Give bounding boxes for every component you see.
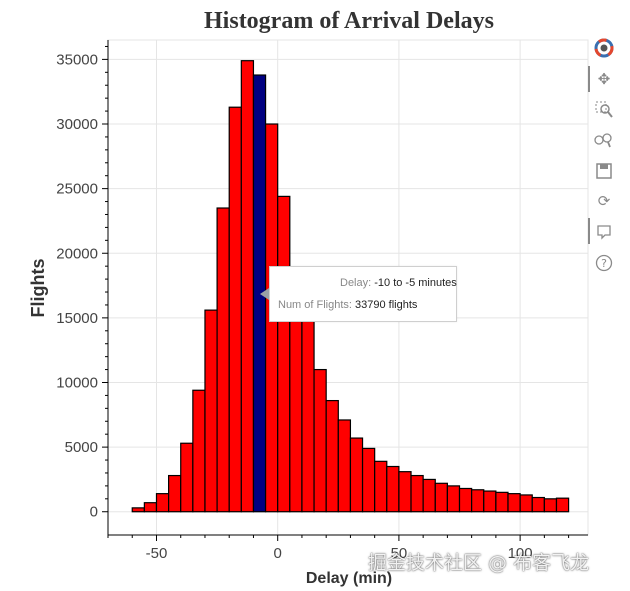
- histogram-bar[interactable]: [325, 399, 339, 513]
- y-tick-label: 5000: [65, 439, 98, 456]
- tooltip-flights-key: Num of Flights:: [278, 299, 352, 311]
- histogram-bar[interactable]: [434, 482, 448, 513]
- histogram-bar[interactable]: [228, 106, 242, 513]
- x-tick-label: 100: [508, 545, 533, 562]
- histogram-bar[interactable]: [386, 465, 400, 513]
- histogram-bar[interactable]: [555, 497, 570, 513]
- histogram-bar[interactable]: [519, 494, 533, 513]
- tooltip-delay-row: Delay: -10 to -5 minutes: [340, 277, 457, 289]
- histogram-bar[interactable]: [410, 474, 424, 513]
- tooltip-flights-value: 33790 flights: [355, 299, 418, 311]
- tooltip-flights-row: Num of Flights: 33790 flights: [278, 299, 417, 311]
- histogram-bar[interactable]: [507, 493, 521, 513]
- reset-icon[interactable]: ⟳: [597, 192, 611, 210]
- y-tick-label: 15000: [56, 310, 98, 327]
- histogram-bar[interactable]: [131, 507, 145, 513]
- pan-active-indicator: [588, 66, 590, 92]
- histogram-bar[interactable]: [398, 471, 412, 513]
- histogram-bar[interactable]: [531, 496, 545, 513]
- bokeh-logo-icon[interactable]: [594, 38, 614, 58]
- histogram-bar[interactable]: [240, 60, 255, 513]
- y-tick-label: 20000: [56, 245, 98, 262]
- histogram-bar[interactable]: [143, 502, 158, 513]
- x-tick-label: 50: [391, 545, 408, 562]
- box-zoom-icon[interactable]: [594, 100, 614, 120]
- svg-text:?: ?: [601, 257, 607, 270]
- pan-icon[interactable]: ✥: [597, 70, 611, 88]
- histogram-bar[interactable]: [495, 491, 509, 513]
- tick-labels: -50 0 50 100 0 5000 10000 15000 20000 25000 30000 3…: [56, 45, 570, 562]
- histogram-bar[interactable]: [155, 493, 170, 513]
- y-tick-label: 10000: [56, 374, 98, 391]
- x-tick-label: 0: [274, 545, 282, 562]
- y-tick-label: 30000: [56, 116, 98, 133]
- histogram-bar[interactable]: [301, 313, 315, 513]
- tooltip-delay-value: -10 to -5 minutes: [374, 277, 457, 289]
- histogram-bar[interactable]: [180, 442, 194, 513]
- chart-toolbar: ✥ ⟳ ?: [586, 30, 626, 290]
- chart-title: Histogram of Arrival Delays: [204, 8, 494, 34]
- histogram-bar[interactable]: [313, 368, 327, 513]
- histogram-bar[interactable]: [446, 485, 461, 513]
- bars[interactable]: [131, 60, 570, 513]
- histogram-bar[interactable]: [289, 288, 303, 513]
- y-axis-label: Flights: [28, 259, 48, 318]
- y-tick-label: 35000: [56, 51, 98, 68]
- histogram-bar[interactable]: [168, 474, 182, 513]
- hover-tooltip: Delay: -10 to -5 minutes Num of Flights:…: [260, 266, 457, 322]
- tooltip-delay-key: Delay:: [340, 277, 372, 289]
- histogram-bar[interactable]: [204, 309, 218, 513]
- save-icon[interactable]: [594, 161, 614, 181]
- watermark: 掘金技术社区 @ 布客飞龙: [368, 552, 590, 574]
- help-icon[interactable]: ?: [594, 253, 614, 273]
- y-tick-label: 0: [90, 504, 98, 521]
- hover-active-indicator: [588, 218, 590, 244]
- histogram-bar[interactable]: [422, 478, 436, 513]
- histogram-bar[interactable]: [458, 487, 473, 513]
- histogram-bar[interactable]: [483, 490, 497, 513]
- axes: [107, 40, 588, 536]
- wheel-zoom-icon[interactable]: [594, 130, 614, 150]
- tooltip-arrow: [260, 288, 269, 300]
- histogram-bar[interactable]: [543, 498, 558, 513]
- histogram-bar[interactable]: [361, 447, 376, 513]
- histogram-bar[interactable]: [192, 389, 206, 513]
- histogram-bar[interactable]: [216, 207, 230, 513]
- x-tick-label: -50: [146, 545, 168, 562]
- histogram-bar[interactable]: [349, 437, 364, 513]
- hover-icon[interactable]: [594, 222, 614, 242]
- y-tick-label: 25000: [56, 181, 98, 198]
- histogram-bar[interactable]: [471, 489, 485, 513]
- histogram-bar[interactable]: [374, 460, 388, 513]
- histogram-bar[interactable]: [277, 195, 291, 513]
- x-axis-label: Delay (min): [306, 570, 392, 587]
- histogram-bar[interactable]: [337, 419, 352, 513]
